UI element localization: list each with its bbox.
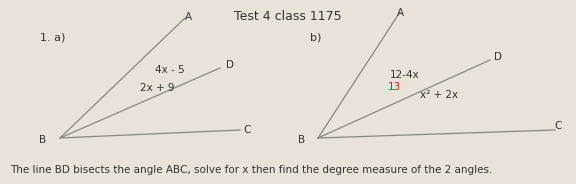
- Text: B: B: [39, 135, 46, 145]
- Text: D: D: [226, 60, 234, 70]
- Text: 13: 13: [388, 82, 401, 92]
- Text: x² + 2x: x² + 2x: [420, 90, 458, 100]
- Text: 12-4x: 12-4x: [390, 70, 420, 80]
- Text: 2x + 9: 2x + 9: [141, 83, 175, 93]
- Text: 1. a): 1. a): [40, 32, 65, 42]
- Text: B: B: [298, 135, 305, 145]
- Text: The line BD bisects the angle ABC, solve for x then find the degree measure of t: The line BD bisects the angle ABC, solve…: [10, 165, 492, 175]
- Text: Test 4 class 1175: Test 4 class 1175: [234, 10, 342, 23]
- Text: C: C: [554, 121, 562, 131]
- Text: b): b): [310, 32, 321, 42]
- Text: A: A: [184, 12, 192, 22]
- Text: D: D: [494, 52, 502, 62]
- Text: 4x - 5: 4x - 5: [156, 65, 185, 75]
- Text: C: C: [243, 125, 251, 135]
- Text: A: A: [396, 8, 404, 18]
